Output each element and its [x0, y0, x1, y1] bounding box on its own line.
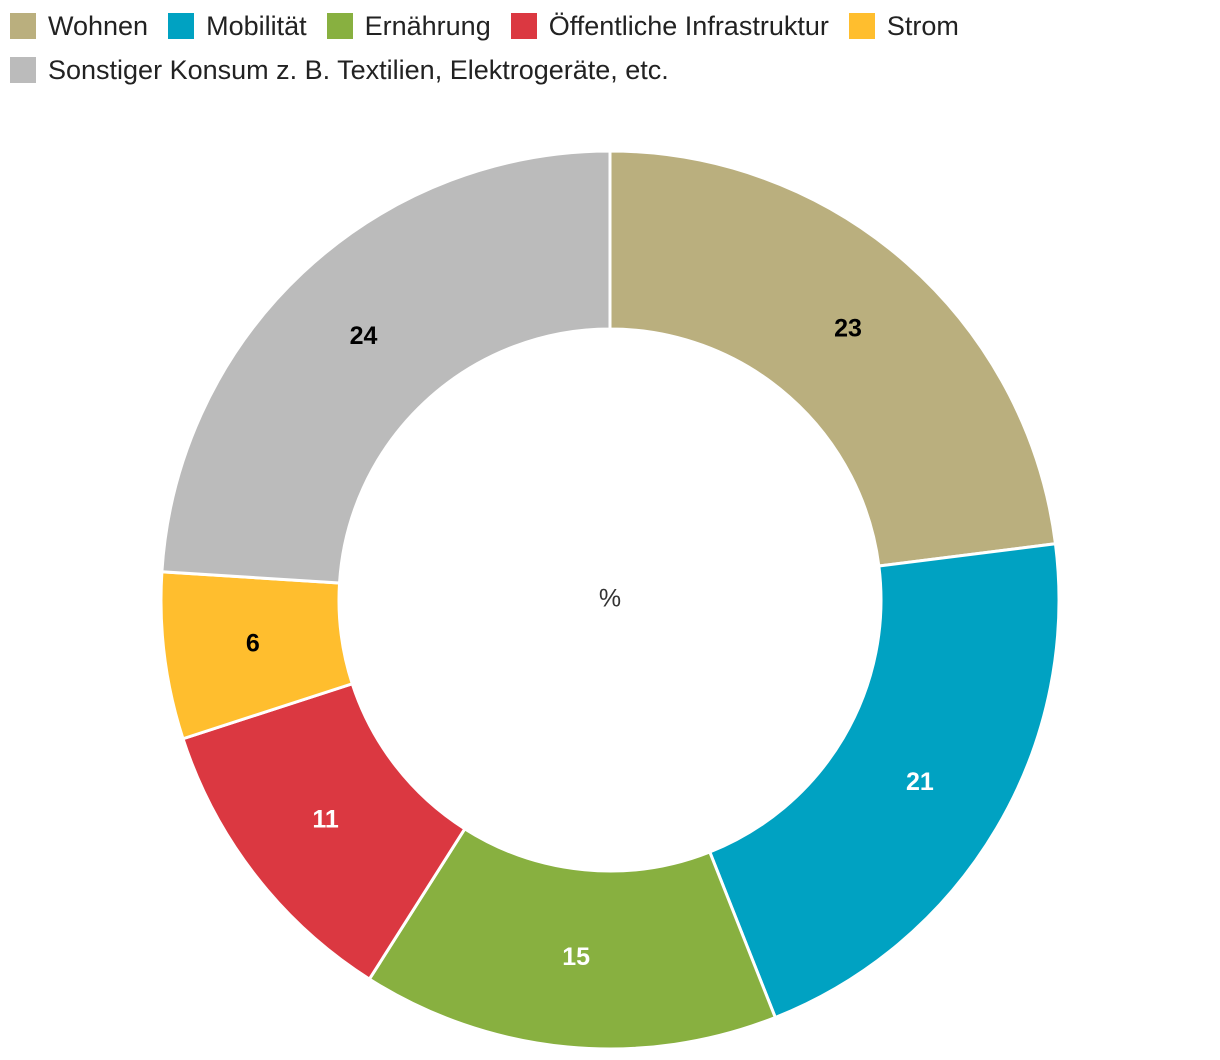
- data-label-infrastruktur: 11: [312, 805, 339, 833]
- legend-item-mobilitaet: Mobilität: [168, 10, 307, 42]
- legend-swatch-wohnen: [10, 13, 36, 39]
- legend-swatch-infrastruktur: [510, 13, 537, 39]
- legend-label-mobilitaet: Mobilität: [206, 11, 307, 41]
- chart-legend: Wohnen Mobilität Ernährung Öffentliche I…: [10, 10, 1210, 86]
- legend-item-ernaehrung: Ernährung: [326, 10, 491, 42]
- donut-center-label: %: [599, 585, 621, 613]
- data-label-mobilitaet: 21: [906, 768, 934, 796]
- donut-slice-mobilitaet: [707, 542, 1061, 1020]
- donut-slice-sonstiger-konsum: [160, 149, 612, 585]
- donut-slice-wohnen: [608, 149, 1058, 568]
- legend-swatch-strom: [848, 13, 875, 39]
- data-label-sonstiger-konsum: 24: [350, 322, 378, 350]
- legend-label-sonstiger-konsum: Sonstiger Konsum z. B. Textilien, Elektr…: [48, 55, 669, 85]
- legend-item-sonstiger-konsum: Sonstiger Konsum z. B. Textilien, Elektr…: [10, 54, 669, 86]
- legend-item-infrastruktur: Öffentliche Infrastruktur: [510, 10, 829, 42]
- data-label-ernaehrung: 15: [562, 943, 590, 971]
- data-label-wohnen: 23: [834, 315, 862, 343]
- legend-swatch-sonstiger-konsum: [10, 57, 36, 83]
- legend-label-wohnen: Wohnen: [48, 11, 149, 41]
- legend-item-wohnen: Wohnen: [10, 10, 148, 42]
- donut-data-labels: 23 21 15 11 6 24: [246, 315, 934, 971]
- donut-slice-ernaehrung: [367, 826, 778, 1051]
- legend-swatch-ernaehrung: [326, 13, 353, 39]
- legend-label-strom: Strom: [886, 11, 959, 41]
- donut-slices: [159, 149, 1061, 1051]
- legend-item-strom: Strom: [848, 10, 959, 42]
- legend-swatch-mobilitaet: [168, 13, 195, 39]
- legend-label-infrastruktur: Öffentliche Infrastruktur: [548, 11, 829, 41]
- legend-label-ernaehrung: Ernährung: [364, 11, 491, 41]
- data-label-strom: 6: [246, 630, 260, 658]
